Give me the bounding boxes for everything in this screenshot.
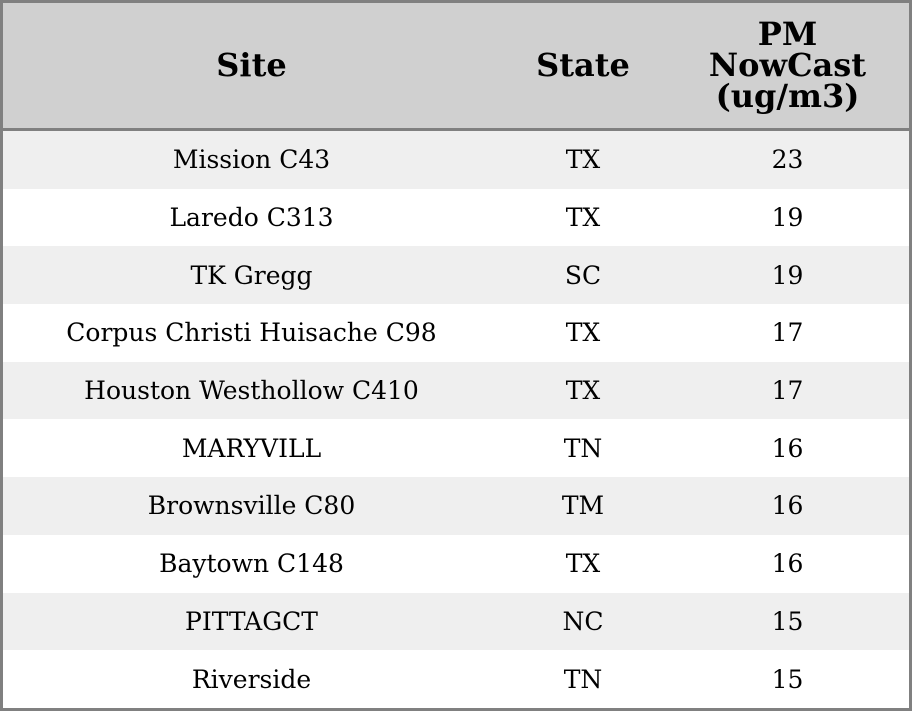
site-cell: Houston Westhollow C410 xyxy=(3,361,500,420)
table-row: Corpus Christi Huisache C98 TX 17 xyxy=(3,304,909,362)
header-row: Site State PM NowCast (ug/m3) xyxy=(3,3,909,131)
site-cell: Corpus Christi Huisache C98 xyxy=(3,304,500,362)
pm-value-cell: 19 xyxy=(666,246,909,305)
pm-value-cell: 17 xyxy=(666,361,909,420)
table-row: Houston Westhollow C410 TX 17 xyxy=(3,361,909,420)
site-cell: MARYVILL xyxy=(3,419,500,478)
table-row: TK Gregg SC 19 xyxy=(3,246,909,305)
site-cell: Riverside xyxy=(3,650,500,708)
pm-value-cell: 16 xyxy=(666,477,909,535)
table-row: Riverside TN 15 xyxy=(3,650,909,708)
pm-value-cell: 15 xyxy=(666,592,909,651)
table-row: MARYVILL TN 16 xyxy=(3,419,909,478)
pm-nowcast-table: Site State PM NowCast (ug/m3) Mission C4… xyxy=(3,3,909,708)
pm-value-cell: 16 xyxy=(666,419,909,478)
site-cell: Laredo C313 xyxy=(3,188,500,247)
header-pm-line: PM xyxy=(757,15,818,53)
state-cell: TM xyxy=(500,477,666,535)
site-cell: Mission C43 xyxy=(3,129,500,189)
table-row: Mission C43 TX 23 xyxy=(3,129,909,189)
header-pm-line: (ug/m3) xyxy=(715,77,860,115)
pm-value-cell: 16 xyxy=(666,534,909,593)
state-cell: TX xyxy=(500,534,666,593)
header-state: State xyxy=(500,3,666,131)
state-cell: NC xyxy=(500,592,666,651)
pm-value-cell: 19 xyxy=(666,188,909,247)
state-cell: TX xyxy=(500,188,666,247)
header-site: Site xyxy=(3,3,500,131)
site-cell: TK Gregg xyxy=(3,246,500,305)
header-pm-line: NowCast xyxy=(708,46,867,84)
pm-value-cell: 23 xyxy=(666,129,909,189)
pm-value-cell: 15 xyxy=(666,650,909,708)
table-row: Laredo C313 TX 19 xyxy=(3,188,909,247)
site-cell: PITTAGCT xyxy=(3,592,500,651)
site-cell: Baytown C148 xyxy=(3,534,500,593)
header-pm-nowcast: PM NowCast (ug/m3) xyxy=(666,3,909,131)
table-row: Brownsville C80 TM 16 xyxy=(3,477,909,535)
state-cell: TN xyxy=(500,419,666,478)
state-cell: SC xyxy=(500,246,666,305)
state-cell: TX xyxy=(500,304,666,362)
table-row: Baytown C148 TX 16 xyxy=(3,534,909,593)
table-row: PITTAGCT NC 15 xyxy=(3,592,909,651)
state-cell: TX xyxy=(500,361,666,420)
state-cell: TX xyxy=(500,129,666,189)
site-cell: Brownsville C80 xyxy=(3,477,500,535)
state-cell: TN xyxy=(500,650,666,708)
pm-value-cell: 17 xyxy=(666,304,909,362)
